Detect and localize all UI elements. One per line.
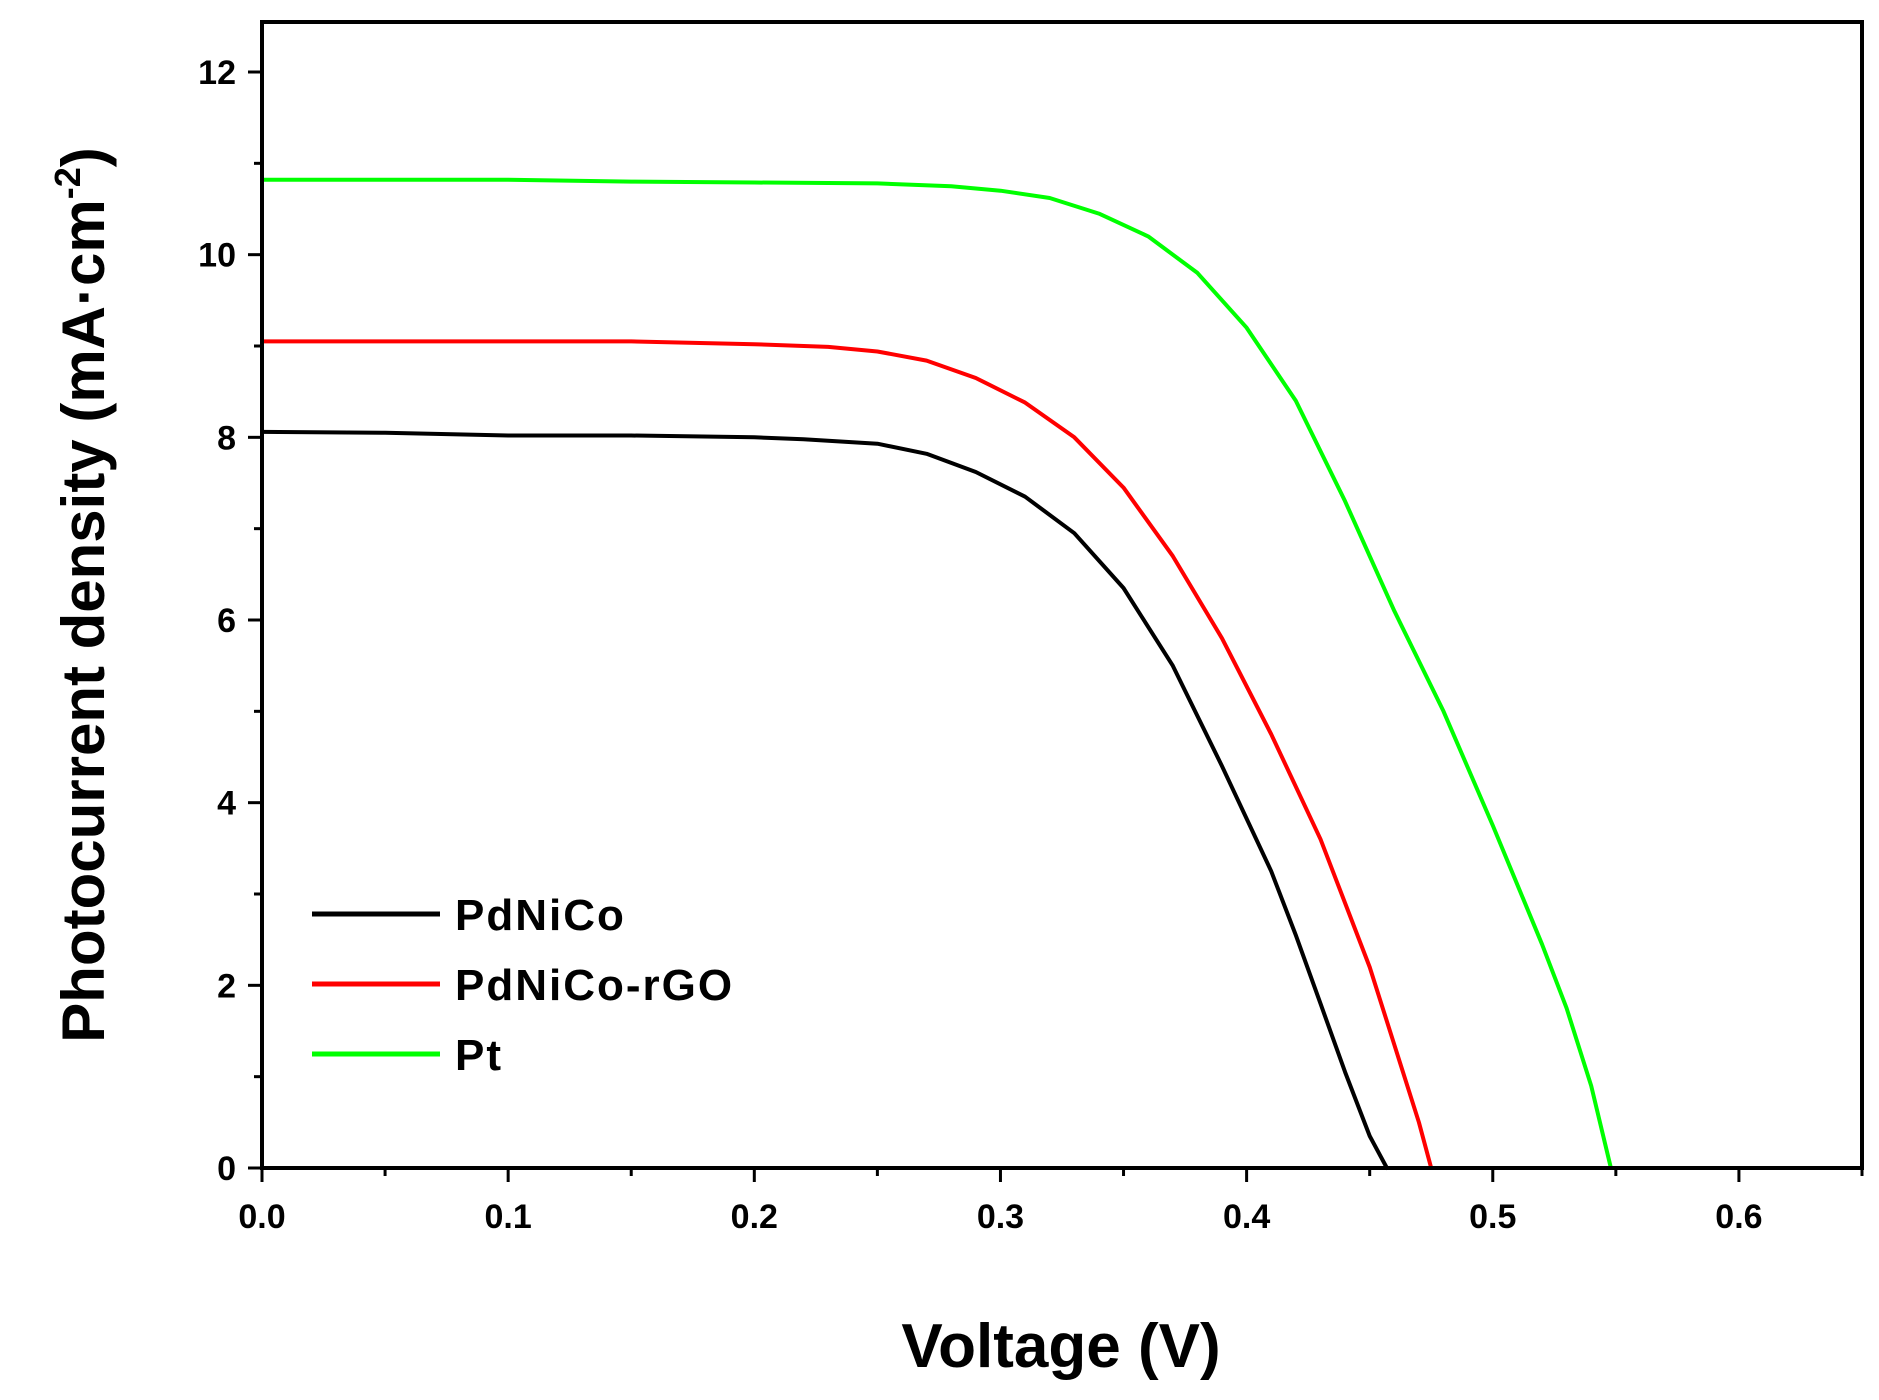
- y-axis-title-close: ): [50, 147, 117, 167]
- series-line-pdnico: [260, 429, 1389, 1170]
- x-axis-title: Voltage (V): [901, 1312, 1220, 1381]
- x-tick-label: 0.1: [485, 1198, 532, 1236]
- x-tick-label: 0.6: [1715, 1198, 1762, 1236]
- y-tick-label: 10: [198, 237, 236, 275]
- legend-label-pt: Pt: [455, 1031, 503, 1080]
- series-line-pt: [260, 177, 1613, 1170]
- legend-label-pdnico: PdNiCo: [455, 891, 626, 940]
- y-axis-title-superscript: -2: [47, 167, 88, 199]
- plot-frame: [260, 20, 1864, 1170]
- legend: PdNiCo PdNiCo-rGO Pt: [312, 891, 734, 1080]
- axes-layer: 0.0 0.1 0.2 0.3 0.4 0.5 0.6 0 2 4 6 8 10 12: [198, 54, 1864, 1236]
- y-tick-label: 4: [217, 785, 236, 823]
- series-layer: [260, 177, 1613, 1170]
- x-tick-label: 0.4: [1223, 1198, 1270, 1236]
- y-tick-label: 6: [217, 602, 236, 640]
- y-tick-label: 0: [217, 1150, 236, 1188]
- x-tick-label: 0.2: [731, 1198, 778, 1236]
- y-axis-title-main: Photocurrent density (mA·cm: [50, 199, 117, 1042]
- y-tick-label: 12: [198, 54, 236, 92]
- x-tick-label: 0.0: [238, 1198, 285, 1236]
- x-tick-label: 0.5: [1469, 1198, 1516, 1236]
- y-tick-label: 2: [217, 967, 236, 1005]
- series-line-pdnico-rgo: [260, 339, 1434, 1170]
- x-tick-label: 0.3: [977, 1198, 1024, 1236]
- y-tick-label: 8: [217, 419, 236, 457]
- y-axis-title: Photocurrent density (mA·cm-2): [47, 147, 117, 1042]
- legend-label-pdnico-rgo: PdNiCo-rGO: [455, 961, 734, 1010]
